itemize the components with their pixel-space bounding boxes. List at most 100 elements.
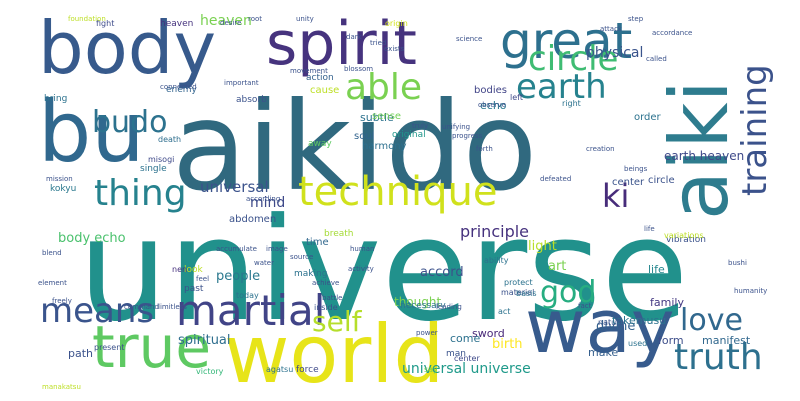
word: principle [460,222,530,241]
word: victory [196,367,224,376]
word: center [454,354,480,363]
word: past [184,284,204,294]
word: nature [598,318,625,327]
word: great [500,12,633,70]
word: god [540,275,597,310]
word: divine [596,319,636,334]
word: center [612,177,645,188]
word: called [646,55,667,63]
word: body [38,6,217,90]
word: order [634,112,661,123]
word: inside [314,303,338,312]
word: important [224,79,259,87]
word: truth [674,337,763,378]
word: exists [384,45,405,53]
word: necessary [400,301,446,311]
word: nen [172,265,188,274]
word: form [658,334,684,347]
word: martial [176,286,326,335]
word: path [68,347,94,360]
word: feel [196,275,210,283]
word: people [216,269,261,284]
word: mind [250,195,286,211]
word: achieve [312,279,340,287]
word: physical [586,45,644,61]
word: power [416,329,438,337]
word: able [345,67,423,108]
word: single [140,164,167,174]
word: activity [348,265,374,273]
word: leading [436,303,462,311]
word: look [184,265,203,275]
word: misogi [148,155,175,164]
word: circle [528,39,619,79]
word: family [650,296,684,309]
word: breath [324,229,354,239]
word: foundation [68,15,106,23]
word: harmony [362,141,407,152]
word: accordance [652,29,693,37]
word: training [735,64,775,196]
word: manifest [702,334,751,347]
word: bodies [474,85,507,96]
word: abdomen [229,214,277,225]
word: come [450,332,481,345]
word: cause [310,85,340,96]
word: heaven [160,19,194,29]
word: command [124,303,159,311]
word: blossom [344,65,374,73]
word: death [158,135,182,144]
word: truly [412,122,429,130]
word: bushi [728,259,747,267]
word: true [92,313,212,381]
word: unifying [442,123,471,131]
word: earth [516,67,607,107]
word: fight [96,19,115,28]
word: protect [504,278,533,287]
word: birth [492,337,523,352]
word: battle [322,294,343,302]
word: progress [452,132,483,140]
word: used [628,339,648,348]
word: movement [290,67,328,75]
word: manakatsu [42,383,81,391]
word: right [562,99,581,108]
word: origin [385,19,408,28]
word: world [224,308,445,401]
word: source [290,253,314,261]
word: mission [46,175,73,183]
word: variations [664,231,704,240]
word: today [236,291,259,300]
word: original [392,130,426,140]
word: earth heaven [664,149,745,163]
word: bu [38,83,145,181]
word: ki [602,177,630,215]
word: element [38,279,67,287]
word: unity [296,15,314,23]
word: make [588,346,619,359]
word: say [424,365,438,374]
word: man [446,349,466,359]
word: universal [200,178,269,196]
word: tried [370,39,387,47]
word: vibration [666,235,706,245]
word: according [246,195,281,203]
word: dark [346,33,362,41]
word: action [306,73,334,83]
word: human [350,245,375,253]
word: limitless [158,303,187,311]
word: act [498,307,511,316]
word: creation [586,145,615,153]
word: image [266,245,288,253]
word: light [528,239,557,254]
word: heaven [200,13,252,29]
word: away [308,139,332,149]
word: agatsu [266,365,294,374]
word: material [501,288,535,297]
word: forth [476,145,493,153]
word: connected [160,83,197,91]
word: budo [92,105,168,140]
word: universe [78,188,689,353]
word: humanity [734,287,768,295]
